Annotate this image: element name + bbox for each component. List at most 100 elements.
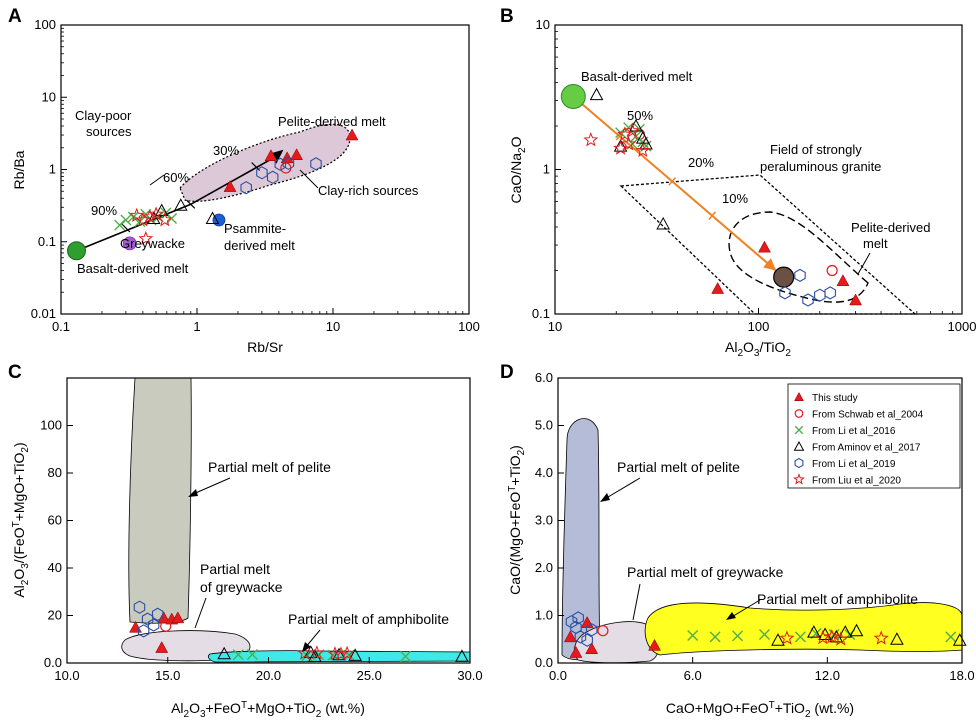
annot-20: 20% xyxy=(688,155,714,170)
annot-50: 50% xyxy=(627,108,653,123)
star-marker xyxy=(142,209,158,224)
panel-d-markers xyxy=(563,611,967,658)
y-tick-label: 0.0 xyxy=(44,655,62,670)
star-marker xyxy=(815,629,831,645)
star-marker xyxy=(621,136,637,151)
annot-psammite-1: Psammite- xyxy=(224,221,286,236)
y-tick-label: 10 xyxy=(536,17,550,32)
hexagon-marker xyxy=(779,286,791,300)
arrowhead-pelite-d xyxy=(600,493,610,502)
star-marker xyxy=(138,230,154,246)
panel-c-xlabel: Al2O3+FeOT+MgO+TiO2 (wt.%) xyxy=(171,700,365,720)
y-tick-label: 0.1 xyxy=(532,306,550,321)
panel-b-mixing-line xyxy=(572,95,785,278)
star-marker xyxy=(583,132,599,147)
panel-d-letter: D xyxy=(500,362,514,383)
cross-marker xyxy=(232,649,244,661)
triangle-marker xyxy=(711,282,725,294)
annot-clay-rich: Clay-rich sources xyxy=(318,183,419,198)
x-tick-label: 30.0 xyxy=(457,668,482,683)
legend-cross-icon xyxy=(794,425,804,435)
panel-b-markers xyxy=(560,84,863,307)
y-tick-label: 6.0 xyxy=(535,370,553,385)
leader-60 xyxy=(149,174,165,186)
panel-b-letter: B xyxy=(500,6,514,27)
open-triangle-marker xyxy=(849,623,864,637)
annot-greywacke-c-2: of greywacke xyxy=(200,579,283,595)
annot-30: 30% xyxy=(213,143,239,158)
star-marker xyxy=(873,630,889,645)
triangle-marker xyxy=(585,642,599,654)
open-triangle-marker xyxy=(154,203,169,217)
y-tick-label: 80 xyxy=(48,465,62,480)
triangle-marker xyxy=(157,611,171,624)
star-marker xyxy=(617,126,633,141)
open-triangle-marker xyxy=(656,216,670,230)
hexagon-marker xyxy=(572,611,584,625)
y-tick-label: 100 xyxy=(40,418,62,433)
leader-amph-d xyxy=(729,599,761,619)
panel-b-xlabel: Al2O3/TiO2 xyxy=(725,339,791,359)
panel-a-letter: A xyxy=(8,6,22,27)
hexagon-marker xyxy=(137,624,150,638)
pelite-field-d xyxy=(561,418,601,661)
panel-b-ylabel: CaO/Na2O xyxy=(508,136,528,203)
legend-label: From Li et al_2019 xyxy=(812,459,896,470)
annot-pelite-b-2: melt xyxy=(863,236,888,251)
arrowhead-amph-d xyxy=(726,612,736,620)
panel-d-xlabel: CaO+MgO+FeOT+TiO2 (wt.%) xyxy=(666,700,854,720)
open-triangle-marker xyxy=(455,649,469,662)
greywacke-endmember xyxy=(122,236,137,251)
star-marker xyxy=(833,631,849,646)
star-marker xyxy=(624,123,640,138)
triangle-marker xyxy=(264,149,278,161)
legend-circle-icon xyxy=(794,409,804,418)
hexagon-marker xyxy=(133,600,146,614)
hexagon-marker xyxy=(310,157,322,171)
annot-psammite-2: derived melt xyxy=(224,238,295,253)
panel-d-ylabel: CaO/(MgO+FeOT+TiO2) xyxy=(507,445,527,595)
leader-greywacke-d xyxy=(632,583,641,621)
open-triangle-marker xyxy=(807,625,821,638)
x-tick-label: 18.0 xyxy=(949,668,974,683)
panel-d-axes: 0.0 6.0 12.0 18.0 0.0 1.0 2.0 3.0 4.0 5.0 6.0 xyxy=(535,370,975,683)
legend-label: From Liu et al_2020 xyxy=(812,476,901,487)
panel-c: C 10.0 15.0 20.0 25.0 30.0 0.0 20 40 60 80 100 Par… xyxy=(8,362,483,720)
annot-amphibolite-c: Partial melt of amphibolite xyxy=(288,611,449,627)
hexagon-marker xyxy=(581,633,593,647)
annot-amphibolite-d: Partial melt of amphibolite xyxy=(757,591,918,607)
panel-c-letter: C xyxy=(8,362,22,383)
mixing-tick-a xyxy=(186,199,196,209)
annot-clay-poor-1: Clay-poor xyxy=(75,108,132,123)
y-tick-label: 4.0 xyxy=(535,465,553,480)
x-tick-label: 15.0 xyxy=(155,668,180,683)
cross-marker xyxy=(758,629,770,640)
annot-10: 10% xyxy=(722,191,748,206)
x-tick-label: 0.1 xyxy=(52,319,70,334)
x-tick-label: 100 xyxy=(458,319,480,334)
annot-greywacke-c-1: Partial melt xyxy=(200,561,270,577)
circle-marker xyxy=(597,625,609,637)
hexagon-marker xyxy=(824,286,836,300)
x-tick-label: 6.0 xyxy=(684,668,702,683)
cross-marker xyxy=(709,631,721,643)
triangle-marker xyxy=(849,293,863,306)
hexagon-marker xyxy=(814,288,826,302)
annot-greywacke: Greywacke xyxy=(120,236,185,251)
y-tick-label: 0.01 xyxy=(31,306,56,321)
hexagon-marker xyxy=(802,293,814,307)
cross-marker xyxy=(114,219,126,231)
panel-b-axes: 10 100 1000 0.1 1 10 xyxy=(532,17,976,334)
open-triangle-marker xyxy=(890,632,904,645)
legend-hexagon-icon xyxy=(794,457,804,469)
x-tick-label: 10.0 xyxy=(54,668,79,683)
legend-label: This study xyxy=(812,393,858,404)
open-triangle-marker xyxy=(348,648,362,661)
triangle-marker xyxy=(290,148,304,161)
annot-field-2: peraluminous granite xyxy=(760,159,881,174)
annot-field-1: Field of strongly xyxy=(770,142,862,157)
triangle-marker xyxy=(569,646,583,658)
triangle-marker xyxy=(836,274,850,286)
cross-marker xyxy=(687,629,699,641)
